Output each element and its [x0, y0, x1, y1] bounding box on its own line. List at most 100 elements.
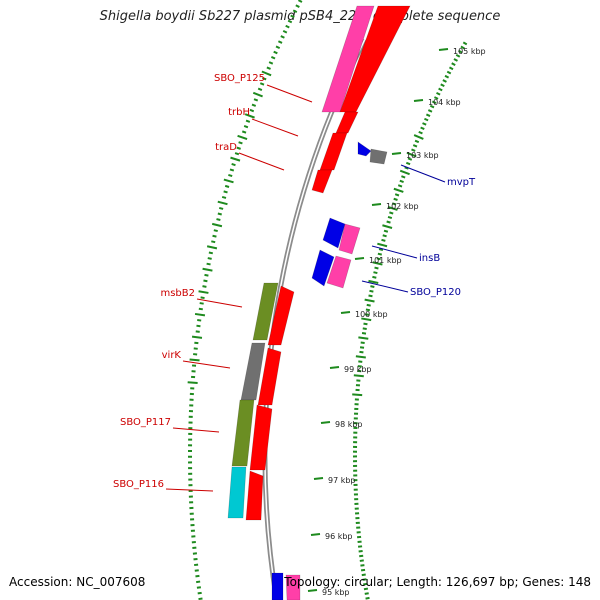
tick-major: [391, 152, 402, 155]
tick-mark: [370, 285, 375, 288]
tick-mark: [223, 178, 234, 184]
tick-mark: [219, 206, 224, 210]
tick-mark: [236, 146, 241, 150]
tick-label: 103 kbp: [406, 151, 439, 160]
tick-mark: [224, 184, 230, 188]
tick-mark: [424, 117, 429, 122]
tick-mark: [451, 62, 456, 66]
feature-track: [227, 5, 411, 600]
tick-mark: [249, 108, 255, 113]
tick-mark: [360, 341, 365, 345]
tick-mark: [253, 98, 259, 102]
tick-mark: [191, 335, 203, 339]
gene-label: SBO_P125: [214, 73, 265, 84]
tick-mark: [404, 166, 409, 170]
tick-mark: [280, 35, 285, 39]
tick-label: 100 kbp: [355, 310, 388, 319]
tick-mark: [368, 294, 373, 298]
tick-mark: [360, 564, 365, 567]
gene-label: trbH: [228, 107, 250, 118]
tick-mark: [438, 87, 443, 92]
tick-mark: [237, 134, 248, 140]
cds-red-p116: [245, 470, 264, 521]
tick-label: 98 kbp: [335, 420, 363, 429]
gene-leader-line: [371, 245, 418, 259]
tick-label: 97 kbp: [328, 476, 356, 485]
tick-mark: [361, 317, 372, 322]
tick-mark: [268, 61, 274, 65]
tick-mark: [204, 273, 209, 277]
cds-red-virk: [257, 347, 282, 406]
tick-mark: [285, 24, 290, 29]
tick-mark: [389, 211, 394, 215]
tick-mark: [431, 100, 437, 105]
tick-mark: [221, 195, 227, 199]
tick-mark: [360, 568, 366, 572]
tick-mark: [383, 229, 389, 233]
tick-mark: [393, 187, 404, 193]
tick-mark: [391, 202, 397, 206]
tick-label: 102 kbp: [386, 202, 419, 211]
tick-mark: [194, 312, 206, 317]
tick-mark: [252, 91, 263, 98]
tick-mark: [362, 327, 367, 330]
tick-mark: [394, 193, 400, 197]
tick-mark: [266, 66, 271, 70]
gene-leader-line: [196, 298, 243, 308]
tick-mark: [353, 374, 364, 378]
tick-mark: [378, 248, 384, 252]
tick-mark: [292, 9, 298, 14]
tick-label: 101 kbp: [369, 256, 402, 265]
tick-mark: [448, 66, 454, 71]
tick-mark: [393, 197, 398, 201]
tick-mark: [213, 229, 218, 233]
tick-mark: [203, 279, 208, 283]
tick-mark: [376, 257, 381, 261]
tick-mark: [382, 224, 393, 229]
tick-label: 99 kbp: [344, 365, 372, 374]
cds-red-small: [311, 169, 333, 194]
tick-mark: [245, 119, 251, 123]
tick-mark: [261, 70, 272, 77]
tick-mark: [366, 303, 371, 307]
tick-mark: [436, 91, 441, 96]
tick-mark: [287, 19, 293, 24]
tick-rings: [187, 0, 468, 600]
tick-mark: [259, 82, 265, 86]
cds-msbb2: [252, 282, 279, 341]
tick-mark: [223, 190, 228, 194]
cds-blue-small: [357, 141, 372, 157]
tick-mark: [277, 40, 283, 44]
tick-mark: [251, 103, 257, 107]
tick-major: [320, 421, 331, 424]
cds-sbo-p116: [227, 466, 247, 519]
tick-mark: [440, 83, 445, 88]
tick-label: 95 kbp: [322, 588, 350, 597]
tick-mark: [241, 130, 247, 134]
gene-leader-line: [172, 427, 220, 433]
tick-mark: [412, 144, 418, 148]
tick-mark: [231, 163, 236, 167]
gene-leader-line: [182, 360, 231, 369]
cds-sbo-p120-a: [311, 249, 335, 287]
tick-mark: [358, 336, 369, 340]
tick-mark: [202, 267, 213, 272]
tick-mark: [262, 77, 267, 81]
gene-label: insB: [419, 253, 440, 264]
tick-mark: [196, 586, 202, 589]
cds-insb-a: [322, 217, 346, 249]
tick-mark: [453, 58, 458, 62]
cds-red-p117: [249, 404, 273, 471]
tick-mark: [290, 14, 295, 19]
tick-mark: [198, 307, 203, 311]
tick-mark: [368, 279, 379, 284]
tick-mark: [406, 151, 417, 158]
tick-mark: [198, 597, 203, 600]
tick-mark: [374, 266, 379, 270]
gene-label: mvpT: [447, 177, 476, 188]
tick-mark: [386, 220, 391, 224]
cds-insb-b: [338, 223, 361, 255]
tick-mark: [211, 240, 216, 244]
tick-mark: [381, 238, 386, 242]
tick-mark: [361, 573, 366, 577]
